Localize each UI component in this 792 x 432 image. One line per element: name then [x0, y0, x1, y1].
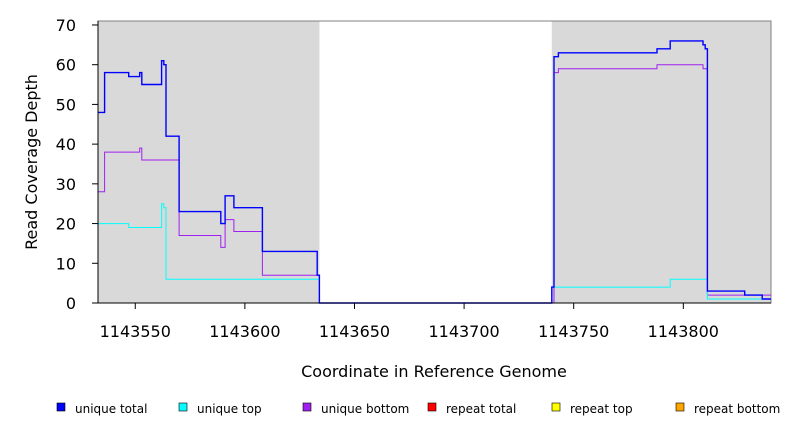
legend-item-repeat-bottom: repeat bottom — [675, 402, 780, 416]
legend-item-repeat-top: repeat top — [551, 402, 633, 416]
x-tick-label-1143600: 1143600 — [209, 322, 280, 341]
legend: unique total unique top unique bottom repea… — [56, 402, 780, 416]
legend-swatch-unique-top — [178, 402, 188, 412]
y-tick-label-10: 10 — [56, 254, 76, 273]
y-axis-title: Read Coverage Depth — [22, 74, 41, 250]
x-tick-label-1143700: 1143700 — [428, 322, 499, 341]
legend-swatch-repeat-top — [551, 402, 561, 412]
x-tick-label-1143550: 1143550 — [100, 322, 171, 341]
x-axis-title: Coordinate in Reference Genome — [301, 362, 567, 381]
legend-label-unique-top: unique top — [197, 402, 262, 416]
y-axis: 0 10 20 30 40 50 60 70 — [56, 16, 99, 313]
legend-item-repeat-total: repeat total — [427, 402, 516, 416]
series-line-unique-total — [98, 40, 771, 304]
y-tick-label-30: 30 — [56, 175, 76, 194]
shaded-region-2 — [551, 21, 771, 303]
series-line-unique-bottom — [98, 64, 771, 304]
legend-label-repeat-top: repeat top — [570, 402, 633, 416]
legend-item-unique-total: unique total — [56, 402, 147, 416]
x-axis: 1143550 1143600 1143650 1143700 1143750 11438… — [98, 302, 771, 341]
y-tick-label-50: 50 — [56, 95, 76, 114]
legend-swatch-unique-bottom — [302, 402, 312, 412]
legend-swatch-unique-total — [56, 402, 66, 412]
shaded-regions — [98, 21, 771, 303]
legend-swatch-repeat-bottom — [675, 402, 685, 412]
y-tick-label-0: 0 — [66, 294, 76, 313]
series-line-unique-top — [98, 203, 771, 304]
x-tick-label-1143650: 1143650 — [319, 322, 390, 341]
y-tick-label-70: 70 — [56, 16, 76, 35]
x-tick-label-1143800: 1143800 — [648, 322, 719, 341]
legend-label-unique-total: unique total — [75, 402, 147, 416]
legend-label-repeat-bottom: repeat bottom — [694, 402, 780, 416]
legend-label-repeat-total: repeat total — [446, 402, 516, 416]
shaded-region-1 — [98, 21, 320, 303]
y-tick-label-60: 60 — [56, 56, 76, 75]
legend-item-unique-bottom: unique bottom — [302, 402, 409, 416]
legend-item-unique-top: unique top — [178, 402, 262, 416]
y-tick-label-40: 40 — [56, 135, 76, 154]
legend-label-unique-bottom: unique bottom — [321, 402, 409, 416]
y-tick-label-20: 20 — [56, 215, 76, 234]
x-tick-label-1143750: 1143750 — [538, 322, 609, 341]
legend-swatch-repeat-total — [427, 402, 437, 412]
